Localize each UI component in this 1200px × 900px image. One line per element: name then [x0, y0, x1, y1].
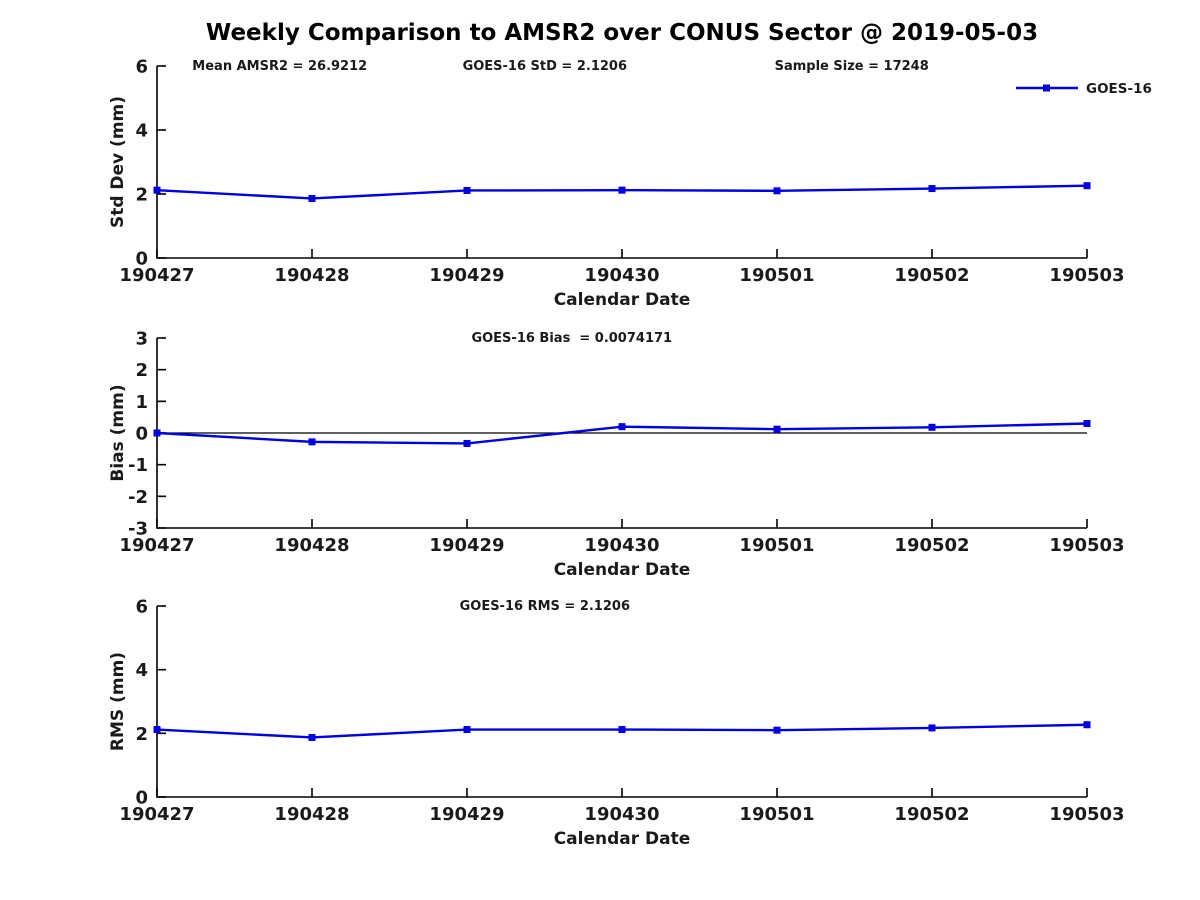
axis-lines — [156, 606, 1087, 798]
data-point-marker — [1083, 420, 1091, 427]
data-point-marker — [153, 429, 161, 437]
y-tick-label: 4 — [135, 121, 148, 142]
axis-lines — [156, 66, 1087, 259]
data-point-marker — [463, 726, 471, 734]
y-tick-label: 2 — [135, 360, 148, 381]
data-point-marker — [1083, 182, 1091, 190]
subplot-1: 0 2 4 6 190427 190428 190429 190430 190501 190502… — [108, 57, 1152, 311]
legend: GOES-16 — [1016, 81, 1152, 97]
y-axis-title: RMS (mm) — [108, 652, 128, 751]
x-tick-label: 190429 — [429, 804, 504, 825]
x-tick-label: 190429 — [429, 535, 504, 556]
data-point-marker — [153, 726, 161, 734]
data-point-marker — [618, 423, 626, 431]
figure-title: Weekly Comparison to AMSR2 over CONUS Se… — [205, 20, 1039, 46]
x-tick-label: 190428 — [274, 535, 349, 556]
x-tick-label: 190501 — [739, 804, 814, 825]
data-point-marker — [1083, 721, 1091, 729]
data-point-marker — [618, 186, 626, 194]
x-tick-label: 190427 — [119, 265, 194, 286]
x-tick-label: 190427 — [119, 804, 194, 825]
data-point-marker — [773, 425, 781, 433]
x-tick-label: 190428 — [274, 265, 349, 286]
y-tick-label: -3 — [128, 519, 148, 540]
x-tick-label: 190502 — [894, 535, 969, 556]
x-tick-label: 190503 — [1049, 265, 1124, 286]
y-tick-label: 3 — [135, 329, 148, 350]
data-point-marker — [773, 187, 781, 195]
y-tick-label: 0 — [135, 788, 148, 809]
x-axis-title: Calendar Date — [554, 829, 691, 849]
stat-annotation: GOES-16 RMS = 2.1206 — [459, 599, 630, 614]
x-tick-label: 190429 — [429, 265, 504, 286]
x-tick-label: 190502 — [894, 265, 969, 286]
data-point-marker — [928, 423, 936, 431]
x-tick-label: 190430 — [584, 535, 659, 556]
y-tick-label: 0 — [135, 249, 148, 270]
data-point-marker — [308, 194, 316, 202]
x-tick-label: 190501 — [739, 535, 814, 556]
subplot-3: 0 2 4 6 190427 190428 190429 190430 190501 190502… — [108, 597, 1125, 850]
y-tick-label: 0 — [135, 424, 148, 445]
data-point-marker — [773, 726, 781, 734]
y-tick-label: 1 — [135, 392, 148, 413]
data-point-marker — [308, 438, 316, 446]
x-tick-label: 190428 — [274, 804, 349, 825]
stat-annotation: GOES-16 Bias = 0.0074171 — [471, 331, 673, 346]
y-tick-label: -1 — [128, 455, 148, 476]
x-axis-title: Calendar Date — [554, 290, 691, 310]
legend-marker-sample — [1043, 84, 1050, 92]
y-axis-title: Bias (mm) — [108, 384, 128, 481]
data-point-marker — [463, 439, 471, 447]
x-tick-label: 190427 — [119, 535, 194, 556]
stat-annotation: Mean AMSR2 = 26.9212 — [192, 59, 368, 74]
y-tick-label: 6 — [135, 57, 148, 78]
x-axis-title: Calendar Date — [554, 560, 691, 580]
y-tick-label: 4 — [135, 660, 148, 681]
legend-label: GOES-16 — [1086, 81, 1152, 97]
stat-annotation: GOES-16 StD = 2.1206 — [462, 59, 628, 74]
data-point-marker — [928, 724, 936, 732]
x-tick-label: 190503 — [1049, 535, 1124, 556]
x-tick-label: 190430 — [584, 265, 659, 286]
x-tick-label: 190430 — [584, 804, 659, 825]
subplot-2: -3 -2 -1 0 1 2 3 190427 190428 190429 190430 190501… — [108, 329, 1125, 581]
y-axis-title: Std Dev (mm) — [108, 96, 128, 228]
x-tick-label: 190501 — [739, 265, 814, 286]
data-point-marker — [618, 726, 626, 734]
data-point-marker — [308, 733, 316, 741]
data-point-marker — [153, 186, 161, 194]
y-tick-label: 2 — [135, 185, 148, 206]
stat-annotation: Sample Size = 17248 — [774, 59, 929, 74]
x-tick-label: 190503 — [1049, 804, 1124, 825]
data-point-marker — [928, 185, 936, 193]
y-tick-label: 6 — [135, 597, 148, 618]
y-tick-label: 2 — [135, 724, 148, 745]
x-tick-label: 190502 — [894, 804, 969, 825]
y-tick-label: -2 — [128, 487, 148, 508]
data-point-marker — [463, 186, 471, 194]
